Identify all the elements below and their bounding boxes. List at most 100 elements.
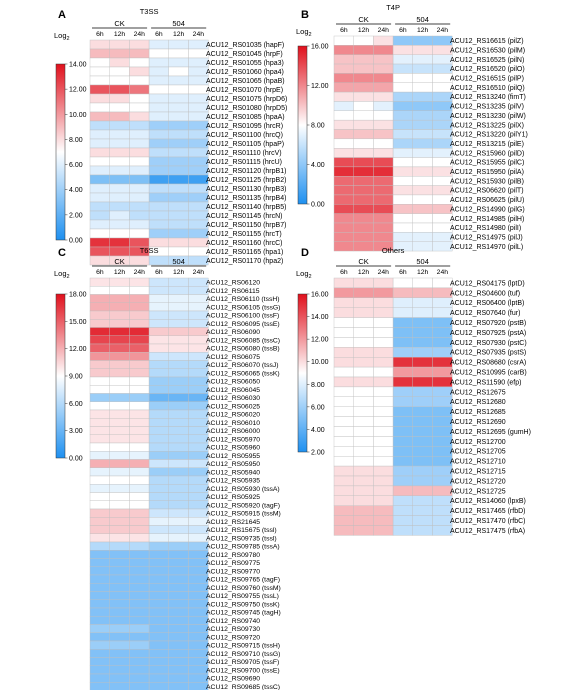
panel-c-cell (168, 393, 189, 402)
panel-c-legend-tick-label: 12.00 (69, 346, 87, 353)
panel-c-cell (148, 475, 170, 485)
panel-c-cell (89, 624, 110, 633)
panel-a-cell (168, 156, 189, 167)
panel-c-cell (89, 550, 110, 559)
panel-c-cell (109, 294, 130, 303)
panel-a-cell (168, 147, 189, 158)
panel-d-cell (333, 485, 354, 496)
panel-b-cell (412, 82, 433, 93)
panel-d-cell (353, 436, 374, 447)
panel-d-cell (333, 525, 354, 536)
panel-c-cell (89, 673, 110, 683)
panel-d-cell (392, 396, 414, 407)
panel-c-cell (148, 673, 170, 683)
panel-b-cell (392, 129, 414, 140)
panel-a-cell (148, 57, 170, 68)
panel-c-cell (109, 665, 130, 675)
panel-b-cell (333, 63, 354, 74)
panel-a-cell (168, 48, 189, 59)
panel-d-cell (353, 475, 374, 487)
panel-c-cell (129, 591, 150, 600)
panel-c-cell (168, 541, 189, 551)
panel-d-row-label: ACU12_RS12700 (450, 439, 506, 446)
panel-d-cell (392, 426, 414, 437)
panel-a-cell (89, 66, 110, 77)
panel-a-cell (129, 174, 150, 185)
panel-c-cell (129, 665, 150, 675)
panel-b-group-label: 504 (416, 15, 429, 24)
panel-c-cell (168, 500, 189, 510)
panel-b-row-label: ACU12_RS13215 (pilE) (450, 141, 524, 148)
panel-a-cell (89, 183, 110, 194)
panel-c-cell (129, 302, 150, 312)
panel-b-cell (392, 222, 414, 233)
panel-c-cell (129, 451, 150, 460)
panel-c-cell (89, 434, 110, 444)
panel-a-cell (168, 183, 189, 194)
panel-a-row-label: ACU12_RS01150 (hrpB7) (206, 222, 286, 229)
panel-c-cell (109, 385, 130, 394)
panel-b-cell (373, 166, 394, 177)
panel-a-cell (89, 129, 110, 140)
panel-d-cell (412, 505, 433, 516)
panel-c-cell (129, 426, 150, 435)
panel-b-cell (392, 101, 414, 111)
panel-a-cell (168, 174, 189, 185)
panel-d-legend-tick-label: 16.00 (311, 292, 329, 299)
panel-c-row-label: ACU12_RS06045 (206, 387, 260, 394)
panel-c-cell (109, 616, 130, 625)
panel-c-cell (148, 599, 170, 609)
panel-d-cell (333, 386, 354, 397)
panel-c-group-label: CK (114, 257, 124, 266)
panel-c-cell (109, 533, 130, 543)
panel-c-cell (148, 484, 170, 493)
panel-a-cell (129, 192, 150, 203)
panel-b-cell (333, 35, 354, 46)
panel-c-cell (89, 401, 110, 411)
panel-c-cell (148, 591, 170, 600)
panel-c-cell (109, 434, 130, 444)
panel-c-cell (89, 343, 110, 353)
panel-a-cell (168, 39, 189, 50)
panel-c-column-label: 24h (193, 269, 205, 276)
panel-a-cell (148, 183, 170, 194)
panel-c-cell (89, 409, 110, 419)
panel-b-row-label: ACU12_RS14980 (pilI) (450, 225, 521, 232)
panel-c-cell (89, 657, 110, 666)
panel-d-cell (412, 515, 433, 526)
panel-b-legend-tick-label: 4.00 (311, 162, 325, 169)
panel-d-cell (373, 366, 394, 378)
panel-c-cell (148, 500, 170, 510)
panel-d-cell (392, 366, 414, 378)
panel-c-cell (129, 467, 150, 477)
panel-d-cell (373, 515, 394, 526)
panel-c-cell (89, 360, 110, 369)
panel-c-cell (109, 599, 130, 609)
panel-b-cell (392, 204, 414, 214)
panel-b-column-label: 24h (437, 27, 449, 34)
panel-c-row-label: ACU12_RS06095 (tssE) (206, 321, 280, 328)
panel-c-cell (148, 508, 170, 518)
panel-c-cell (129, 393, 150, 402)
panel-a-row-label: ACU12_RS01060 (hpa4) (206, 69, 284, 76)
panel-c-cell (109, 360, 130, 369)
panel-c-cell (89, 574, 110, 584)
panel-c-cell (168, 459, 189, 468)
panel-d-cell (392, 386, 414, 397)
panel-b-cell (373, 45, 394, 55)
panel-a-cell (89, 228, 110, 239)
panel-c-cell (109, 409, 130, 419)
panel-c-cell (129, 376, 150, 386)
panel-d-row-label: ACU12_RS12685 (450, 409, 506, 416)
panel-b-column-label: 12h (358, 27, 370, 34)
panel-a-cell (129, 84, 150, 95)
panel-b-cell (373, 54, 394, 65)
panel-b-cell (353, 157, 374, 168)
panel-b-cell (412, 213, 433, 224)
panel-d-cell (392, 495, 414, 506)
panel-c-cell (89, 475, 110, 485)
panel-c-cell (168, 335, 189, 345)
panel-d-cell (353, 485, 374, 496)
panel-a-cell (109, 111, 130, 122)
panel-a-cell (109, 165, 130, 176)
